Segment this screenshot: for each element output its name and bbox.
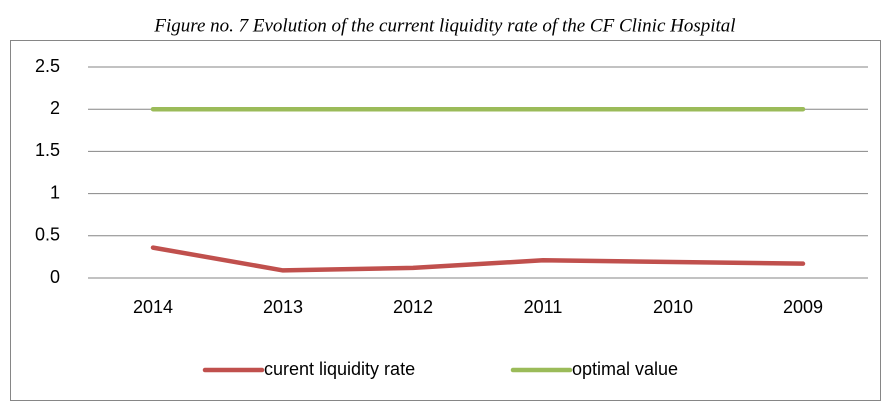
y-tick-label: 2 [50,98,60,118]
y-tick-label: 0.5 [35,225,60,245]
chart-border [10,40,881,401]
legend-label: curent liquidity rate [264,359,415,379]
x-tick-label: 2011 [524,297,563,317]
y-tick-label: 1.5 [35,140,60,160]
series-line [150,245,806,273]
x-tick-label: 2010 [653,297,693,317]
y-tick-label: 0 [50,267,60,287]
chart-title: Figure no. 7 Evolution of the current li… [153,15,735,36]
y-tick-label: 1 [50,182,60,202]
y-tick-label: 2.5 [35,56,60,76]
x-tick-label: 2013 [263,297,303,317]
x-tick-label: 2009 [783,297,823,317]
x-tick-label: 2014 [133,297,173,317]
x-tick-label: 2012 [393,297,433,317]
legend-label: optimal value [572,359,678,379]
